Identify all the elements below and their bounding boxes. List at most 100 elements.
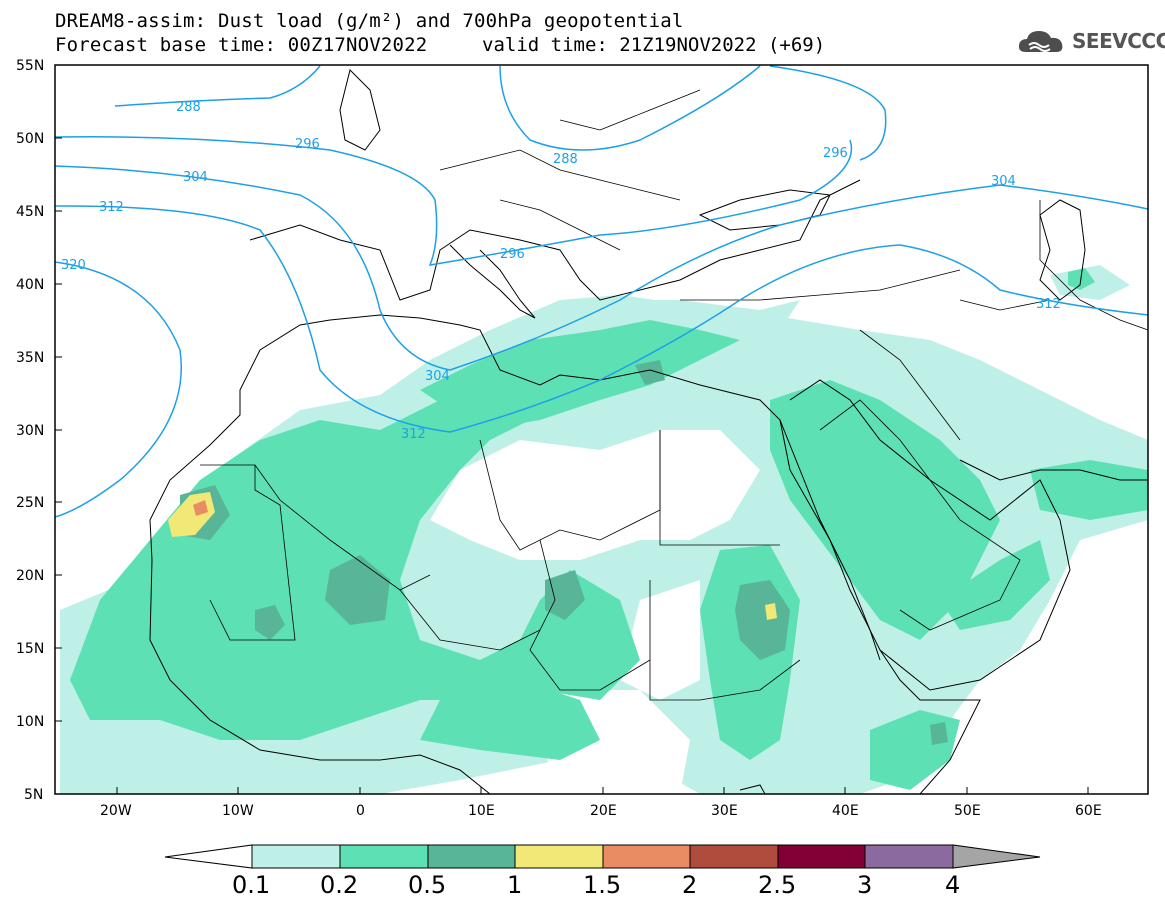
colorbar-label: 1.5 bbox=[583, 871, 621, 899]
contour-label: 288 bbox=[176, 100, 201, 115]
colorbar-label: 0.2 bbox=[320, 871, 358, 899]
west-africa-coast bbox=[149, 559, 491, 794]
map-title: DREAM8-assim: Dust load (g/m²) and 700hP… bbox=[55, 10, 684, 32]
contour-304 bbox=[55, 165, 1148, 371]
colorbar-label: 1 bbox=[507, 871, 522, 899]
lon-label: 20E bbox=[590, 803, 617, 819]
lon-label: 0 bbox=[356, 803, 365, 819]
lat-label: 5N bbox=[24, 787, 43, 803]
lon-label: 10W bbox=[222, 803, 254, 819]
dust-area-mid-west bbox=[70, 370, 640, 740]
contour-labels: 288 296 304 312 320 288 296 296 304 304 … bbox=[61, 100, 1061, 442]
lat-label: 10N bbox=[16, 714, 44, 730]
british-isles bbox=[339, 69, 381, 151]
europe-coastline bbox=[249, 179, 861, 301]
dust-area-dark-libya bbox=[635, 360, 665, 385]
colorbar-label: 0.1 bbox=[232, 871, 270, 899]
lat-label: 35N bbox=[16, 350, 44, 366]
colorbar-segment bbox=[777, 844, 866, 869]
turkey-border bbox=[680, 269, 961, 301]
logo-text: SEEVCCC bbox=[1072, 29, 1165, 53]
dust-area-dark-chad bbox=[545, 570, 585, 620]
lat-label: 45N bbox=[16, 204, 44, 220]
lon-label: 50E bbox=[954, 803, 981, 819]
lon-label: 60E bbox=[1075, 803, 1102, 819]
lake-victoria bbox=[739, 784, 766, 794]
sudan-border bbox=[649, 580, 801, 701]
mauritania-border bbox=[200, 464, 296, 641]
contour-label: 304 bbox=[991, 174, 1016, 189]
dust-area-mid-gulf bbox=[1030, 460, 1148, 520]
latitude-axis: 55N 50N 45N 40N 35N 30N 25N 20N 15N 10N … bbox=[16, 58, 62, 803]
iran-coast bbox=[959, 459, 1148, 481]
colorbar-segment bbox=[602, 844, 691, 869]
lat-label: 30N bbox=[16, 423, 44, 439]
colorbar-segment bbox=[514, 844, 604, 869]
dust-area-orange-west-sahara bbox=[193, 500, 208, 516]
clear-area-libya bbox=[430, 430, 760, 560]
dust-area-mid-oman bbox=[940, 540, 1050, 630]
colorbar-segment bbox=[251, 844, 341, 869]
lat-label: 20N bbox=[16, 568, 44, 584]
clear-area-sudan bbox=[620, 580, 700, 700]
dust-area-yellow-sudan bbox=[765, 603, 777, 620]
colorbar-segment bbox=[689, 844, 779, 869]
lat-label: 50N bbox=[16, 131, 44, 147]
lat-label: 40N bbox=[16, 277, 44, 293]
contour-312 bbox=[55, 205, 1148, 433]
black-sea bbox=[698, 189, 831, 231]
lon-label: 20W bbox=[100, 803, 132, 819]
colorbar-label: 2 bbox=[682, 871, 697, 899]
colorbar-label: 2.5 bbox=[758, 871, 796, 899]
egypt-border bbox=[659, 430, 780, 546]
arabia-coast bbox=[789, 379, 1071, 691]
niger-border bbox=[399, 589, 541, 651]
contour-label: 296 bbox=[295, 137, 320, 152]
valid-time: valid time: 21Z19NOV2022 (+69) bbox=[482, 34, 826, 56]
cloud-logo-icon bbox=[1018, 31, 1063, 52]
saudi-border bbox=[819, 399, 1021, 631]
colorbar-segment bbox=[339, 844, 429, 869]
seevccc-logo: SEEVCCC bbox=[1016, 26, 1165, 56]
algeria-mali-border bbox=[254, 464, 431, 591]
colorbar: 0.1 0.2 0.5 1 1.5 2 2.5 3 4 bbox=[164, 844, 1041, 899]
borders bbox=[200, 89, 1148, 701]
geopotential-contours bbox=[55, 65, 1148, 518]
colorbar-label: 4 bbox=[945, 871, 960, 899]
dust-area-mid-mediterranean bbox=[420, 320, 740, 430]
caspian-sea bbox=[1039, 199, 1086, 301]
red-sea bbox=[779, 419, 881, 661]
colorbar-segment bbox=[427, 844, 516, 869]
lon-label: 10E bbox=[468, 803, 495, 819]
contour-320 bbox=[55, 261, 182, 518]
dust-area-dark-sudan bbox=[735, 580, 790, 660]
lat-label: 25N bbox=[16, 495, 44, 511]
iraq-iran-border bbox=[859, 329, 961, 441]
contour-288-europe bbox=[499, 65, 761, 151]
colorbar-label: 0.5 bbox=[408, 871, 446, 899]
contour-label: 312 bbox=[401, 427, 426, 442]
contour-label: 304 bbox=[183, 170, 208, 185]
contour-296-west bbox=[55, 136, 853, 266]
contour-296-europe bbox=[769, 65, 887, 161]
contour-label: 312 bbox=[99, 200, 124, 215]
dust-area-mid-caspian bbox=[1068, 268, 1095, 290]
contour-label: 320 bbox=[61, 258, 86, 273]
contour-label: 304 bbox=[425, 369, 450, 384]
colorbar-under-arrow bbox=[164, 844, 253, 869]
dust-area-dark-niger bbox=[255, 605, 285, 640]
dust-area-mid-sahel bbox=[420, 680, 600, 760]
dust-area-mid-arabia bbox=[770, 380, 1000, 640]
dust-area-dark-mali bbox=[325, 555, 390, 625]
lat-label: 15N bbox=[16, 641, 44, 657]
central-asia-borders bbox=[959, 200, 1148, 331]
longitude-axis: 20W 10W 0 10E 20E 30E 40E 50E 60E bbox=[100, 787, 1102, 819]
lon-label: 40E bbox=[832, 803, 859, 819]
lat-label: 55N bbox=[16, 58, 44, 74]
contour-label: 312 bbox=[1036, 297, 1061, 312]
dust-area-dark-somalia bbox=[930, 722, 948, 745]
colorbar-over-arrow bbox=[952, 844, 1041, 869]
contour-label: 296 bbox=[823, 146, 848, 161]
dust-fields bbox=[60, 265, 1148, 794]
